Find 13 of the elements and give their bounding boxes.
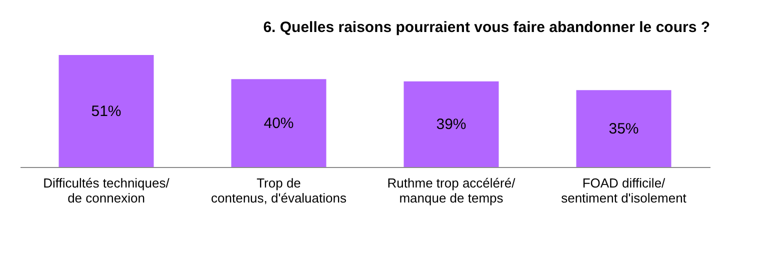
x-tick-label: Difficultés techniques/ de connexion bbox=[43, 176, 170, 206]
bar bbox=[58, 55, 154, 167]
data-label: 39% bbox=[436, 116, 466, 134]
data-label: 40% bbox=[264, 115, 294, 132]
data-label: 51% bbox=[91, 103, 122, 120]
x-tick-label: FOAD difficile/ sentiment d'isolement bbox=[561, 176, 687, 206]
x-tick-label: Trop de contenus, d'évaluations bbox=[211, 176, 347, 206]
bar bbox=[404, 81, 499, 167]
chart-title: 6. Quelles raisons pourraient vous faire abandonner le cours ? bbox=[263, 19, 710, 36]
data-label: 35% bbox=[608, 120, 639, 138]
bar bbox=[231, 79, 326, 167]
bar bbox=[576, 90, 672, 167]
x-tick-label: Ruthme trop accéléré/ manque de temps bbox=[387, 176, 516, 206]
